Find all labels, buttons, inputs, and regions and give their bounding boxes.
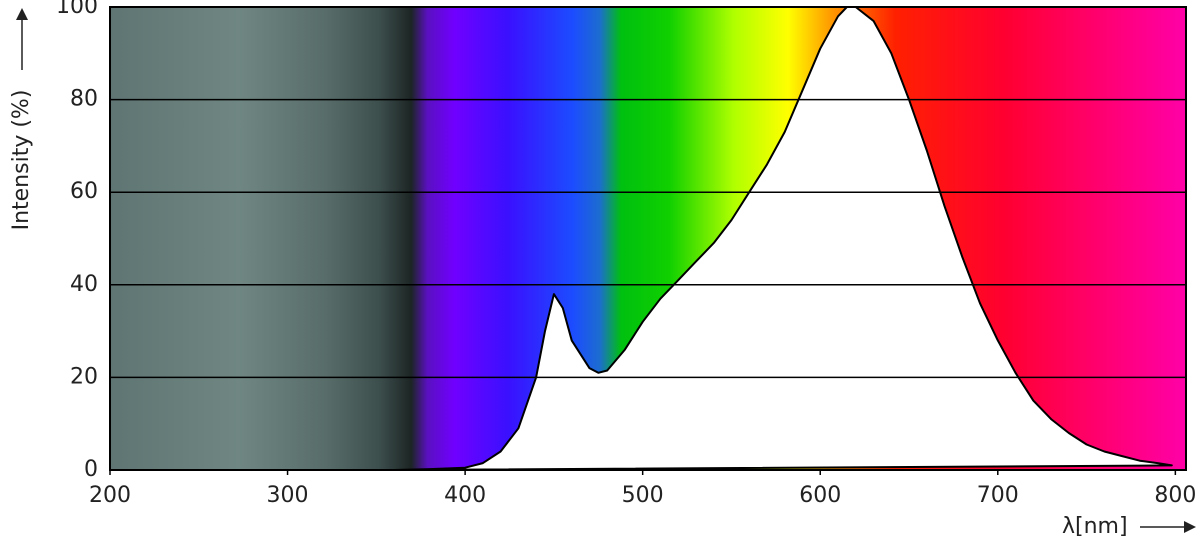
- x-tick-label: 300: [267, 483, 309, 508]
- x-tick-label: 800: [1154, 483, 1196, 508]
- spectrum-area: [393, 6, 1173, 471]
- y-tick-label: 40: [70, 272, 98, 297]
- y-tick-label: 100: [56, 0, 98, 19]
- x-tick-label: 200: [89, 483, 131, 508]
- x-axis-arrowhead: [1184, 521, 1196, 533]
- y-tick-label: 80: [70, 87, 98, 112]
- y-axis-title: Intensity (%): [9, 90, 34, 231]
- y-tick-label: 20: [70, 364, 98, 389]
- y-tick-label: 60: [70, 179, 98, 204]
- x-tick-label: 500: [622, 483, 664, 508]
- x-axis-title: λ[nm]: [1062, 514, 1128, 539]
- y-axis-arrowhead: [16, 8, 28, 20]
- y-tick-label: 0: [84, 457, 98, 482]
- x-tick-label: 700: [977, 483, 1019, 508]
- x-tick-label: 600: [799, 483, 841, 508]
- x-tick-label: 400: [444, 483, 486, 508]
- plot-frame: [109, 6, 1187, 471]
